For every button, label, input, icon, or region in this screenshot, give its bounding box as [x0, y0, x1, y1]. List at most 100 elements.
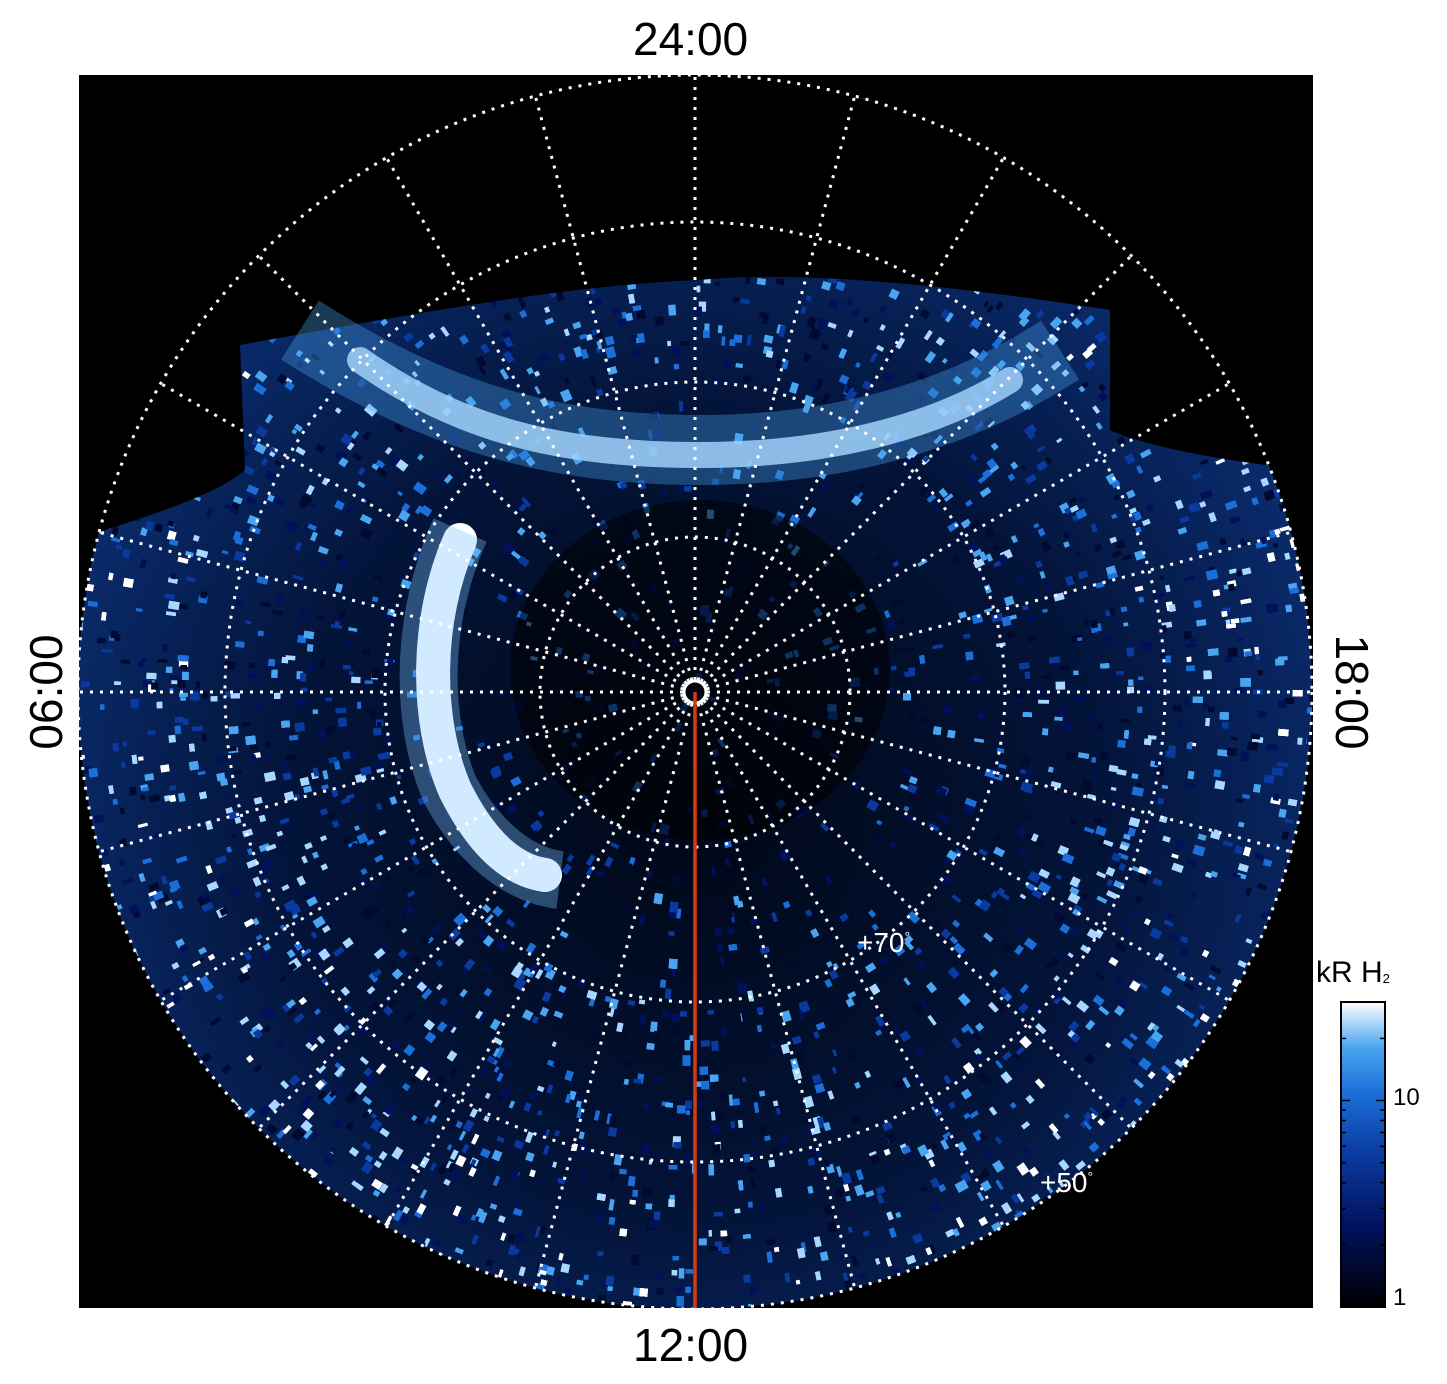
speckle: [621, 1031, 627, 1042]
speckle: [930, 430, 939, 440]
speckle: [888, 288, 900, 300]
speckle: [534, 1226, 541, 1238]
speckle: [508, 448, 519, 460]
speckle: [945, 1228, 956, 1238]
speckle: [1187, 770, 1195, 780]
speckle: [200, 591, 208, 599]
speckle: [804, 909, 813, 918]
speckle: [364, 680, 373, 684]
speckle: [1192, 1018, 1201, 1028]
speckle: [423, 1116, 431, 1125]
speckle: [852, 399, 862, 412]
speckle: [876, 819, 883, 826]
speckle: [359, 1056, 369, 1065]
speckle: [466, 1083, 474, 1094]
speckle: [483, 738, 495, 749]
speckle: [260, 457, 269, 467]
speckle: [1215, 457, 1226, 465]
speckle: [112, 742, 120, 752]
speckle: [857, 481, 866, 490]
speckle: [356, 805, 364, 812]
speckle: [1018, 848, 1029, 857]
speckle: [489, 1018, 501, 1031]
speckle: [1018, 1002, 1029, 1014]
speckle: [613, 1153, 623, 1166]
speckle: [928, 822, 940, 832]
speckle: [627, 999, 636, 1007]
speckle: [1284, 552, 1291, 561]
speckle: [1138, 981, 1149, 990]
speckle: [596, 1212, 607, 1222]
speckle: [989, 968, 999, 978]
speckle: [604, 995, 612, 1003]
speckle: [847, 991, 857, 999]
speckle: [855, 1169, 865, 1181]
speckle: [414, 359, 421, 367]
speckle: [264, 741, 271, 749]
speckle: [1012, 1051, 1023, 1063]
speckle: [576, 1279, 584, 1286]
speckle: [1137, 706, 1143, 714]
speckle: [866, 799, 880, 812]
speckle: [478, 466, 487, 475]
speckle: [475, 355, 487, 369]
speckle: [1131, 786, 1144, 797]
speckle: [497, 1215, 506, 1223]
speckle: [1174, 1058, 1185, 1068]
speckle: [956, 1141, 967, 1153]
speckle: [160, 764, 170, 773]
speckle: [1010, 534, 1019, 544]
speckle: [373, 947, 386, 960]
speckle: [554, 1130, 561, 1137]
speckle: [455, 1154, 467, 1168]
speckle: [1131, 773, 1139, 780]
speckle: [1275, 658, 1285, 666]
speckle: [735, 363, 744, 369]
speckle: [1016, 1193, 1025, 1203]
speckle: [952, 375, 963, 385]
speckle: [174, 716, 184, 723]
speckle: [531, 1015, 540, 1024]
speckle: [796, 1051, 805, 1063]
speckle: [940, 928, 952, 940]
speckle: [596, 388, 604, 397]
speckle: [871, 923, 879, 931]
speckle: [276, 830, 284, 837]
speckle: [1284, 697, 1295, 705]
speckle: [1055, 681, 1066, 690]
speckle: [821, 280, 832, 291]
speckle: [1210, 870, 1219, 878]
speckle: [319, 835, 328, 842]
speckle: [309, 1132, 318, 1142]
speckle: [377, 721, 382, 728]
speckle: [983, 607, 993, 613]
speckle: [182, 718, 189, 726]
speckle: [1179, 948, 1189, 959]
speckle: [1078, 495, 1086, 504]
speckle: [654, 1076, 662, 1082]
speckle: [721, 359, 732, 369]
speckle: [671, 1269, 678, 1276]
speckle: [496, 593, 508, 603]
speckle: [470, 1214, 477, 1222]
speckle: [166, 1001, 175, 1009]
speckle: [1009, 335, 1017, 344]
speckle: [396, 774, 402, 780]
speckle: [285, 377, 293, 384]
speckle: [596, 1250, 604, 1257]
speckle: [1150, 1030, 1164, 1043]
speckle: [348, 1146, 360, 1157]
speckle: [1152, 592, 1165, 599]
speckle: [893, 646, 905, 654]
speckle: [698, 1238, 707, 1246]
speckle: [376, 768, 385, 774]
speckle: [1017, 575, 1026, 585]
speckle: [818, 471, 827, 480]
speckle: [595, 869, 605, 878]
speckle: [1147, 1071, 1156, 1080]
speckle: [957, 993, 971, 1007]
speckle: [384, 446, 393, 455]
speckle: [790, 1058, 800, 1071]
speckle: [623, 1078, 630, 1086]
speckle: [363, 403, 378, 417]
